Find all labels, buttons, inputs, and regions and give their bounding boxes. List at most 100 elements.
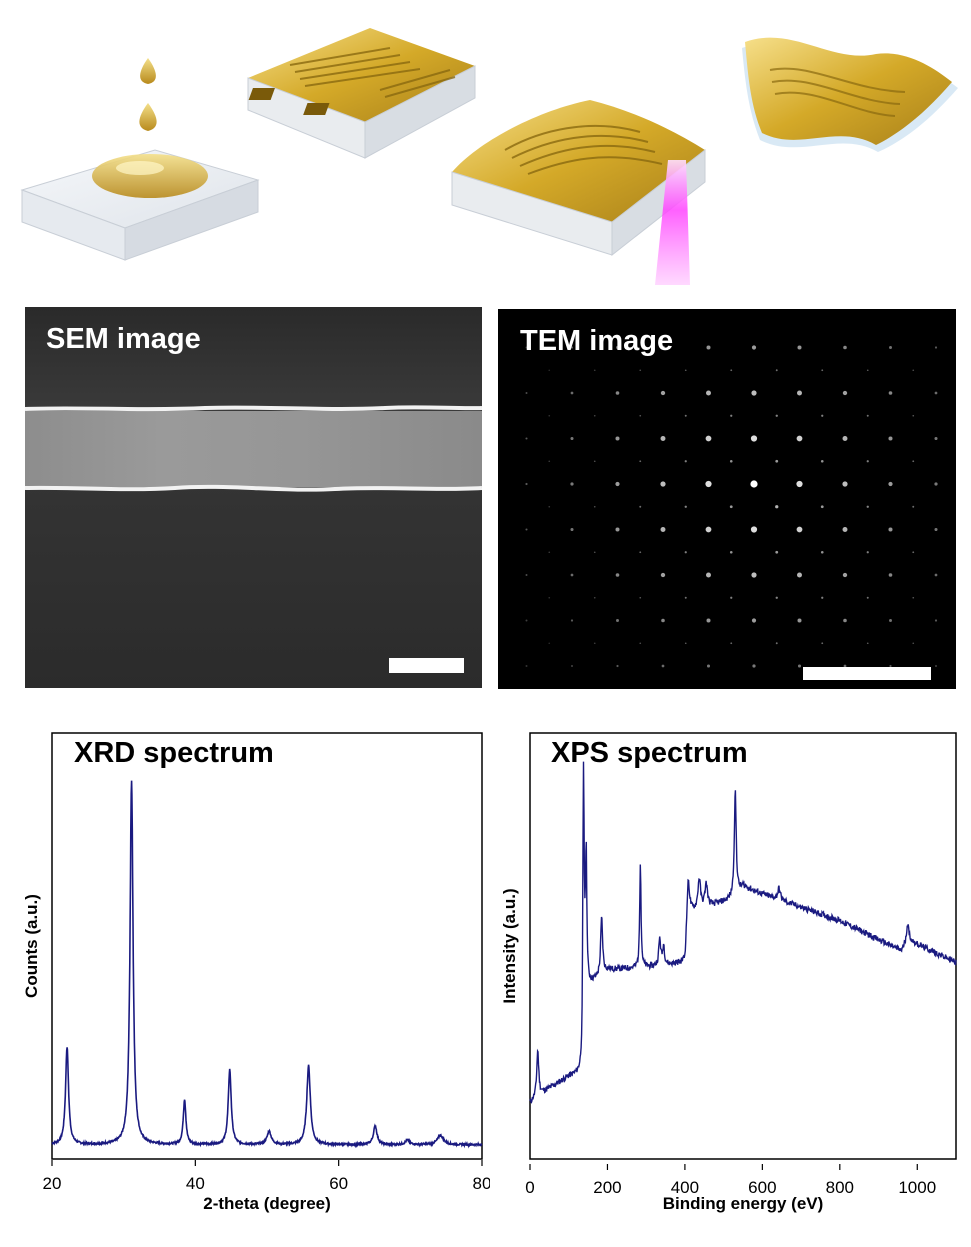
tem-image-panel: TEM image xyxy=(498,309,956,689)
diffraction-spot xyxy=(797,390,802,396)
diffraction-spot xyxy=(888,481,893,487)
diffraction-spot xyxy=(615,573,620,577)
diffraction-spot xyxy=(525,619,528,622)
diffraction-spot xyxy=(639,551,642,554)
diffraction-spot xyxy=(706,664,711,668)
tem-diffraction-pattern xyxy=(525,345,938,668)
diffraction-spot xyxy=(593,596,596,599)
laser-processing-illustration xyxy=(451,100,706,285)
tem-title: TEM image xyxy=(520,325,674,357)
diffraction-spot xyxy=(615,436,620,441)
diffraction-spot xyxy=(571,665,573,667)
diffraction-spot xyxy=(866,642,869,645)
x-tick-label: 400 xyxy=(671,1178,699,1197)
xrd-series-line xyxy=(51,780,483,1149)
diffraction-spot xyxy=(750,526,758,533)
x-tick-label: 1000 xyxy=(898,1178,936,1197)
diffraction-spot xyxy=(888,527,893,532)
diffraction-spot xyxy=(775,369,778,372)
diffraction-spot xyxy=(775,459,779,463)
diffraction-spot xyxy=(570,619,574,622)
diffraction-spot xyxy=(866,369,869,372)
diffraction-spot xyxy=(889,619,892,622)
diffraction-spot xyxy=(525,437,528,440)
diffraction-spot xyxy=(866,505,869,508)
laser-beam-icon xyxy=(655,160,690,285)
diffraction-spot xyxy=(570,527,574,532)
diffraction-spot xyxy=(796,435,803,442)
diffraction-spot xyxy=(639,460,642,463)
diffraction-spot xyxy=(525,392,528,394)
diffraction-spot xyxy=(935,665,937,667)
diffraction-spot xyxy=(821,369,824,372)
diffraction-spot xyxy=(525,482,528,486)
diffraction-spot xyxy=(934,573,938,577)
diffraction-spot xyxy=(661,345,665,350)
diffraction-spot xyxy=(615,527,620,532)
diffraction-spot xyxy=(752,664,756,668)
diffraction-spot xyxy=(684,414,687,417)
diffraction-spot xyxy=(797,664,802,668)
diffraction-spot xyxy=(730,642,733,645)
diffraction-spot xyxy=(548,460,551,463)
diffraction-spot xyxy=(775,414,778,417)
flexible-device-illustration xyxy=(742,37,958,152)
xps-title: XPS spectrum xyxy=(551,737,748,769)
droplet-deposition-illustration xyxy=(20,58,260,261)
xrd-chart: XRD spectrum 2-theta (degree) Counts (a.… xyxy=(22,732,490,1213)
diffraction-spot xyxy=(934,436,938,441)
diffraction-spot xyxy=(660,527,666,532)
diffraction-spot xyxy=(820,459,824,463)
xrd-ylabel: Counts (a.u.) xyxy=(22,894,41,998)
diffraction-spot xyxy=(866,414,869,417)
diffraction-spot xyxy=(888,436,893,441)
diffraction-spot xyxy=(615,391,620,395)
diffraction-spot xyxy=(706,572,711,578)
nanowire-strip xyxy=(25,411,482,487)
diffraction-spot xyxy=(888,391,893,395)
diffraction-spot xyxy=(889,664,892,668)
diffraction-spot xyxy=(660,481,666,487)
diffraction-spot xyxy=(866,551,869,554)
diffraction-spot xyxy=(843,618,847,623)
diffraction-spot xyxy=(615,481,620,487)
diffraction-spot xyxy=(912,505,915,508)
diffraction-spot xyxy=(796,526,803,533)
diffraction-spot xyxy=(548,551,551,554)
diffraction-spot xyxy=(570,573,574,577)
diffraction-spot xyxy=(842,527,848,532)
diffraction-spot xyxy=(706,618,711,623)
diffraction-spot xyxy=(525,574,528,576)
xps-ylabel: Intensity (a.u.) xyxy=(500,888,519,1003)
xrd-plot-frame xyxy=(51,732,483,1160)
diffraction-spot xyxy=(593,642,596,645)
diffraction-spot xyxy=(797,618,802,623)
diffraction-spot xyxy=(660,390,666,396)
diffraction-spot xyxy=(639,596,642,599)
sem-title: SEM image xyxy=(46,323,201,355)
diffraction-spot xyxy=(661,664,665,668)
diffraction-spot xyxy=(775,505,779,509)
diffraction-spot xyxy=(639,642,642,645)
diffraction-spot xyxy=(912,414,915,417)
diffraction-spot xyxy=(548,596,551,599)
diffraction-spot xyxy=(797,572,802,578)
diffraction-spot xyxy=(843,345,847,350)
diffraction-spot xyxy=(684,505,687,508)
diffraction-spot xyxy=(730,596,733,599)
diffraction-spot xyxy=(729,550,733,554)
diffraction-spot xyxy=(570,482,574,486)
diffraction-spot xyxy=(705,435,712,442)
diffraction-spot xyxy=(616,346,619,349)
diffraction-spot xyxy=(616,619,619,622)
diffraction-spot xyxy=(729,459,733,463)
diffraction-spot xyxy=(750,480,758,488)
diffraction-spot xyxy=(593,414,596,417)
diffraction-spot xyxy=(660,436,666,441)
x-tick-label: 40 xyxy=(186,1174,205,1193)
xps-series-line xyxy=(529,761,957,1104)
diffraction-spot xyxy=(616,664,619,668)
diffraction-spot xyxy=(548,369,551,372)
diffraction-spot xyxy=(820,505,824,509)
diffraction-spot xyxy=(842,572,848,578)
